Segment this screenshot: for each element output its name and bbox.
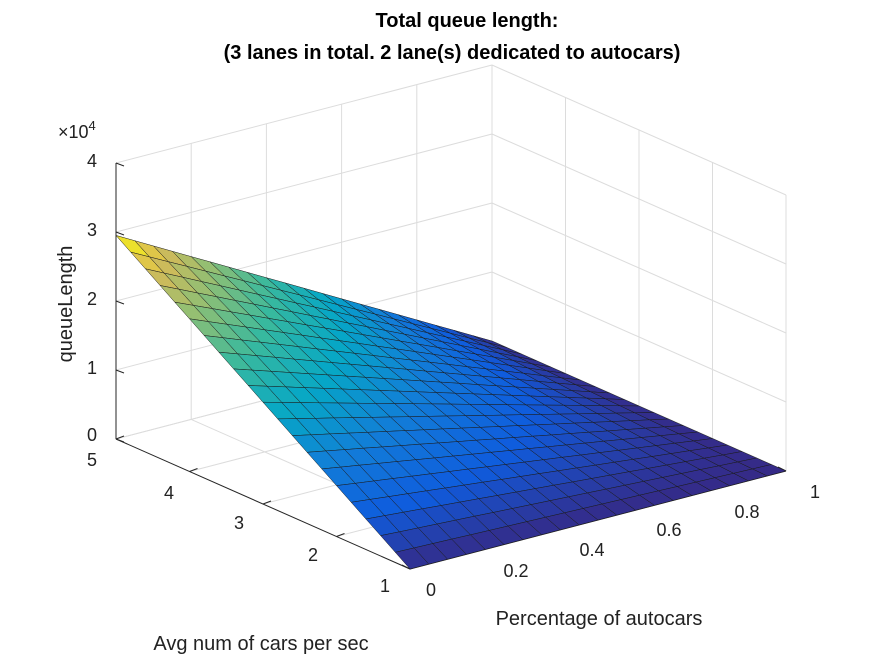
z-tick-label: 3 — [87, 220, 97, 240]
chart-title-line-2: (3 lanes in total. 2 lane(s) dedicated t… — [224, 42, 681, 64]
x-tick-label: 0.2 — [503, 561, 528, 581]
chart-title-line-1: Total queue length: — [376, 10, 559, 32]
z-tick-label: 1 — [87, 358, 97, 378]
y-tick-label: 2 — [308, 545, 318, 565]
y-tick-label: 4 — [164, 483, 174, 503]
grid-line — [115, 133, 493, 233]
grid-line — [491, 133, 787, 265]
y-tick-mark — [262, 500, 272, 505]
x-tick-mark — [401, 564, 411, 570]
y-tick-mark — [115, 435, 125, 440]
grid-line — [491, 202, 787, 334]
surface-patch — [751, 464, 787, 477]
z-tick-label: 4 — [87, 151, 97, 171]
y-tick-mark — [336, 533, 345, 537]
z-exponent-label: ×104 — [58, 118, 96, 142]
z-tick-mark — [115, 162, 125, 167]
x-tick-label: 1 — [810, 482, 820, 502]
z-tick-mark — [115, 369, 125, 374]
z-exponent-power: 4 — [89, 118, 96, 133]
grid-line — [491, 64, 787, 196]
y-tick-label: 5 — [87, 450, 97, 470]
x-axis-label: Percentage of autocars — [496, 608, 703, 630]
z-tick-mark — [115, 231, 125, 236]
y-tick-label: 3 — [234, 513, 244, 533]
x-tick-label: 0.6 — [656, 520, 681, 540]
z-tick-label: 2 — [87, 289, 97, 309]
y-tick-mark — [189, 468, 198, 472]
x-tick-label: 0.4 — [579, 540, 604, 560]
z-tick-mark — [115, 438, 125, 443]
surface-mesh — [115, 234, 787, 570]
z-axis-label: queueLength — [55, 246, 77, 363]
z-exponent-base: ×10 — [58, 122, 89, 142]
y-tick-label: 1 — [380, 576, 390, 596]
z-tick-mark — [115, 300, 125, 305]
y-axis-label: Avg num of cars per sec — [153, 633, 368, 655]
grid-line — [115, 64, 493, 164]
grid-line — [491, 271, 787, 403]
x-tick-label: 0.8 — [734, 502, 759, 522]
x-tick-label: 0 — [426, 580, 436, 600]
z-tick-label: 0 — [87, 425, 97, 445]
